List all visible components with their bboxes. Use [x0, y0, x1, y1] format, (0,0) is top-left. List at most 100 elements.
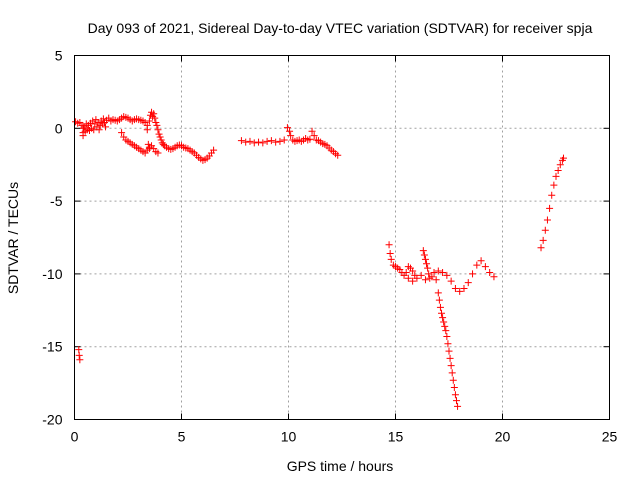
data-point: [436, 303, 444, 311]
data-point: [423, 260, 431, 268]
data-point: [413, 274, 421, 282]
data-point: [537, 244, 545, 252]
data-point: [276, 137, 284, 145]
data-point: [445, 347, 453, 355]
data-point: [287, 132, 295, 140]
data-point: [444, 340, 452, 348]
data-point: [159, 140, 167, 148]
data-point: [450, 383, 458, 391]
data-point: [95, 126, 103, 134]
data-point: [99, 115, 107, 123]
data-point: [432, 276, 440, 284]
data-point: [246, 137, 254, 145]
data-point: [263, 137, 271, 145]
grid: [74, 55, 610, 420]
data-point: [441, 322, 449, 330]
data-point: [554, 167, 562, 175]
data-point: [237, 137, 245, 145]
data-point: [556, 161, 564, 169]
data-point: [334, 151, 342, 159]
data-point: [151, 114, 159, 122]
data-point: [152, 118, 160, 126]
data-point: [385, 241, 393, 249]
y-tick-label: -20: [42, 412, 62, 428]
data-point: [541, 226, 549, 234]
data-point: [306, 135, 314, 143]
data-point: [79, 132, 87, 140]
data-point: [435, 296, 443, 304]
data-point: [409, 277, 417, 285]
data-point: [443, 333, 451, 341]
data-point: [477, 257, 485, 265]
data-point: [548, 191, 556, 199]
data-point: [460, 284, 468, 292]
x-tick-label: 15: [388, 429, 404, 445]
data-point: [440, 318, 448, 326]
data-point: [486, 268, 494, 276]
plot-frame: [74, 55, 610, 420]
data-point: [559, 154, 567, 162]
data-point: [210, 146, 218, 154]
data-point: [310, 132, 318, 140]
data-point: [102, 123, 110, 131]
x-tick-label: 20: [495, 429, 511, 445]
data-point: [145, 117, 153, 125]
data-point: [387, 255, 395, 263]
data-point: [421, 276, 429, 284]
data-point: [473, 261, 481, 269]
data-point: [550, 181, 558, 189]
data-point: [430, 268, 438, 276]
data-point: [409, 267, 417, 275]
y-tick-label: 5: [55, 48, 63, 64]
data-point: [283, 124, 291, 132]
data-point: [255, 138, 263, 146]
data-point: [259, 139, 267, 147]
data-point: [539, 236, 547, 244]
data-point: [447, 362, 455, 370]
data-point: [434, 267, 442, 275]
x-tick-label: 0: [71, 429, 79, 445]
data-point: [490, 273, 498, 281]
data-point: [442, 327, 450, 335]
x-axis-label: GPS time / hours: [287, 458, 394, 474]
data-point: [75, 351, 83, 359]
data-point: [546, 204, 554, 212]
data-point: [156, 133, 164, 141]
chart-title: Day 093 of 2021, Sidereal Day-to-day VTE…: [88, 20, 593, 36]
data-point: [404, 274, 412, 282]
data-point: [543, 216, 551, 224]
data-point: [153, 121, 161, 129]
data-point: [552, 172, 560, 180]
data-point: [454, 402, 462, 410]
data-point: [424, 264, 432, 272]
y-axis-label: SDTVAR / TECUs: [5, 182, 21, 294]
data-point: [76, 356, 84, 364]
data-point: [242, 138, 250, 146]
data-point: [448, 369, 456, 377]
data-points: [72, 108, 567, 410]
data-point: [452, 397, 460, 405]
data-point: [419, 247, 427, 255]
data-point: [447, 277, 455, 285]
data-point: [308, 127, 316, 135]
data-point: [417, 271, 425, 279]
data-point: [402, 268, 410, 276]
data-point: [145, 145, 153, 153]
data-point: [451, 284, 459, 292]
data-point: [144, 140, 152, 148]
data-point: [386, 250, 394, 258]
data-point: [443, 271, 451, 279]
data-point: [464, 279, 472, 287]
data-point: [154, 149, 162, 157]
data-point: [456, 287, 464, 295]
data-point: [79, 124, 87, 132]
data-point: [421, 255, 429, 263]
y-tick-label: -15: [42, 339, 62, 355]
data-point: [157, 136, 165, 144]
data-point: [420, 251, 428, 259]
data-point: [118, 129, 126, 137]
data-point: [150, 110, 158, 118]
x-tick-label: 10: [281, 429, 297, 445]
data-point: [425, 270, 433, 278]
